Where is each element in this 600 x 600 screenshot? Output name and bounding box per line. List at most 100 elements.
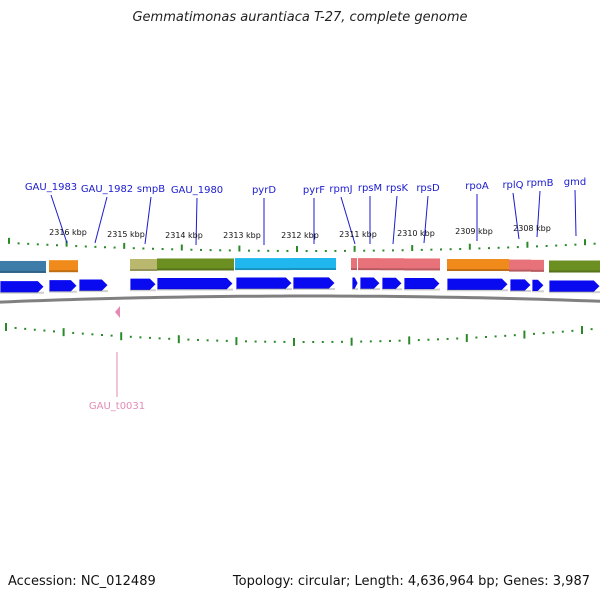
feature-bar-shadow: [509, 269, 531, 272]
topology-label: Topology: circular; Length: 4,636,964 bp…: [232, 574, 590, 589]
kbp-label: 2310 kbp: [397, 229, 435, 238]
cds-arrow-shadow: [360, 288, 380, 291]
feature-bar: [157, 258, 234, 271]
kbp-label: 2312 kbp: [281, 231, 319, 240]
kbp-label: 2315 kbp: [107, 230, 145, 239]
cds-arrow: [381, 276, 403, 290]
leader-line: [50, 194, 68, 244]
gene-label[interactable]: rpsD: [416, 183, 440, 194]
feature-bar: [235, 258, 292, 271]
feature-bar-shadow: [380, 268, 404, 271]
leader-line: [195, 197, 198, 246]
kbp-scale-labels: 2316 kbp 2315 kbp 2314 kbp 2313 kbp 2312 kbp…: [49, 224, 551, 240]
feature-bar-shadow: [49, 270, 78, 273]
feature-bar-shadow: [157, 268, 234, 271]
cds-arrow-track: [0, 276, 600, 294]
gene-label[interactable]: pyrF: [303, 185, 325, 196]
accession-label: Accession: NC_012489: [8, 574, 156, 589]
cds-arrow: [78, 278, 109, 292]
feature-bar: [549, 260, 600, 273]
cds-arrow-shadow: [130, 289, 156, 292]
feature-bar-shadow: [404, 268, 440, 271]
feature-bar-shadow: [351, 268, 357, 271]
cds-arrow: [129, 277, 157, 291]
feature-bar-shadow: [235, 268, 292, 271]
leader-line: [340, 196, 356, 245]
cds-arrow-shadow: [532, 290, 544, 293]
gene-label[interactable]: GAU_1982: [81, 184, 133, 195]
genome-backbone: [0, 294, 600, 304]
feature-bar: [130, 258, 157, 271]
cds-arrow-shadow: [404, 288, 440, 291]
cds-arrow-shadow: [293, 288, 335, 291]
cds-arrow-shadow: [49, 290, 77, 293]
cds-arrow-shadow: [157, 288, 233, 291]
feature-bar: [404, 258, 440, 271]
gene-label[interactable]: rpsK: [386, 183, 409, 194]
cds-arrow: [48, 279, 78, 293]
label-leader-lines: [50, 189, 577, 246]
feature-bar: [292, 258, 336, 271]
cds-arrow: [509, 278, 532, 292]
kbp-label: 2308 kbp: [513, 224, 551, 233]
gene-label[interactable]: rpmB: [526, 178, 553, 189]
cds-arrow: [531, 278, 545, 292]
feature-bar-shadow: [358, 268, 380, 271]
leader-line: [94, 196, 108, 244]
leader-line: [512, 192, 520, 240]
gene-label[interactable]: GAU_1983: [25, 182, 77, 193]
cds-arrow-shadow: [0, 291, 44, 294]
gene-label[interactable]: rplQ: [502, 180, 523, 191]
kbp-label: 2311 kbp: [339, 230, 377, 239]
kbp-label: 2314 kbp: [165, 231, 203, 240]
cds-arrow: [351, 276, 359, 290]
leader-line: [144, 196, 152, 245]
map-title: Gemmatimonas aurantiaca T-27, complete g…: [132, 10, 468, 25]
cds-arrow: [0, 280, 45, 294]
cds-arrow: [548, 279, 600, 293]
gene-label[interactable]: smpB: [137, 184, 165, 195]
kbp-label: 2309 kbp: [455, 227, 493, 236]
cds-arrow-shadow: [79, 290, 108, 293]
cds-arrow-shadow: [447, 289, 508, 292]
kbp-label: 2316 kbp: [49, 228, 87, 237]
gene-labels[interactable]: GAU_1983 GAU_1982 smpB GAU_1980 pyrD pyrF rpmJ…: [25, 177, 586, 196]
cds-arrow: [156, 277, 234, 290]
feature-bar: [358, 258, 380, 271]
gene-label[interactable]: gmd: [564, 177, 586, 188]
cds-arrow-shadow: [549, 291, 600, 294]
cds-arrow-shadow: [352, 288, 358, 291]
trna-label[interactable]: GAU_t0031: [89, 401, 145, 412]
feature-bar: [49, 260, 78, 273]
gene-label[interactable]: rpsM: [358, 183, 382, 194]
kbp-label: 2313 kbp: [223, 231, 261, 240]
leader-line: [574, 189, 577, 237]
cds-arrow-shadow: [382, 288, 402, 291]
feature-bar: [531, 259, 544, 272]
gene-label[interactable]: GAU_1980: [171, 185, 223, 196]
cds-arrow-shadow: [236, 288, 292, 291]
cds-arrow: [292, 276, 336, 290]
gene-label[interactable]: pyrD: [252, 185, 276, 196]
feature-color-bars: [0, 258, 600, 273]
feature-bar: [380, 258, 404, 271]
feature-bar: [509, 259, 531, 272]
leader-line: [392, 195, 398, 245]
leader-line: [423, 195, 429, 244]
feature-bar-shadow: [531, 269, 544, 272]
gene-label[interactable]: rpoA: [465, 181, 489, 192]
cds-arrow-shadow: [510, 289, 531, 292]
cds-arrow: [359, 276, 381, 290]
feature-bar: [351, 258, 357, 271]
inner-tick-ring: [5, 323, 593, 346]
leader-line: [536, 190, 541, 238]
cds-arrow: [235, 276, 293, 290]
gene-label[interactable]: rpmJ: [329, 184, 352, 195]
trna-feature[interactable]: GAU_t0031: [89, 306, 145, 412]
outer-tick-ring: [8, 237, 596, 252]
feature-bar-shadow: [292, 268, 336, 271]
feature-bar: [447, 259, 509, 272]
feature-bar: [0, 260, 46, 273]
backbone-line: [0, 294, 600, 304]
